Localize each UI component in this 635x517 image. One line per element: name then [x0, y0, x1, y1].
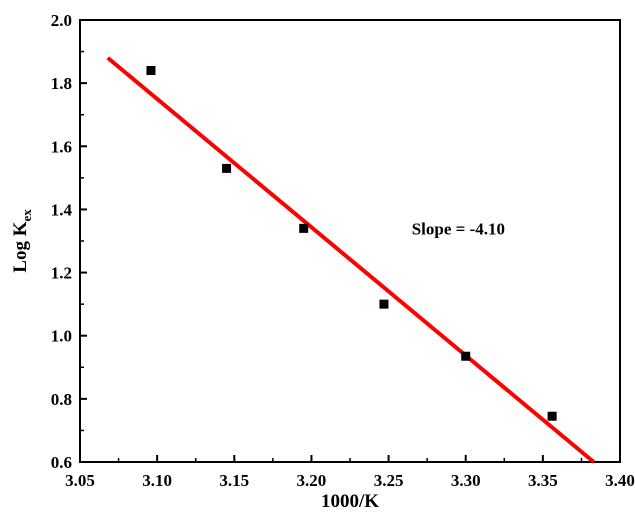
- y-tick-label: 2.0: [51, 11, 72, 30]
- x-tick-label: 3.25: [374, 471, 404, 490]
- slope-annotation: Slope = -4.10: [412, 220, 505, 239]
- x-tick-label: 3.30: [451, 471, 481, 490]
- x-tick-label: 3.15: [219, 471, 249, 490]
- y-axis-title: Log Kex: [10, 209, 34, 273]
- y-tick-label: 1.6: [51, 137, 72, 156]
- y-tick-label: 0.6: [51, 453, 72, 472]
- y-tick-label: 0.8: [51, 390, 72, 409]
- y-tick-label: 1.8: [51, 74, 72, 93]
- data-point: [299, 223, 309, 233]
- x-axis: 3.05 3.10 3.15 3.20 3.25 3.30 3.35 3.40: [65, 455, 635, 490]
- y-axis: 0.6 0.8 1.0 1.2 1.4 1.6 1.8 2.0: [51, 11, 87, 472]
- x-tick-label: 3.20: [297, 471, 327, 490]
- data-point: [379, 299, 389, 309]
- plot-frame: [79, 19, 621, 463]
- y-tick-label: 1.2: [51, 264, 72, 283]
- data-point: [222, 163, 232, 173]
- x-tick-label: 3.10: [142, 471, 172, 490]
- x-tick-label: 3.35: [528, 471, 558, 490]
- fit-line: [106, 56, 596, 464]
- y-axis-title-main: Log K: [10, 221, 31, 272]
- x-axis-title: 1000/K: [321, 491, 379, 512]
- x-tick-label: 3.40: [605, 471, 635, 490]
- data-point: [461, 351, 471, 361]
- y-tick-label: 1.0: [51, 327, 72, 346]
- data-point: [547, 411, 557, 421]
- data-point: [146, 66, 156, 76]
- y-tick-label: 1.4: [51, 200, 73, 219]
- data-points: [146, 66, 557, 421]
- x-tick-label: 3.05: [65, 471, 95, 490]
- y-axis-title-subscript: ex: [19, 209, 34, 222]
